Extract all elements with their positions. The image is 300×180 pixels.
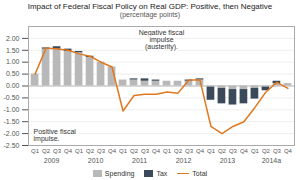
svg-text:-1.00: -1.00 — [4, 106, 20, 113]
svg-text:Q1: Q1 — [119, 147, 128, 153]
svg-text:Negative fiscalimpulse(austeri: Negative fiscalimpulse(austerity). — [139, 29, 185, 51]
svg-text:Q3: Q3 — [53, 147, 62, 153]
html-text:(percentage points): (percentage points) — [119, 11, 181, 19]
svg-text:-1.50: -1.50 — [4, 118, 20, 125]
html-text:Total: Total — [192, 169, 208, 177]
svg-text:2014a: 2014a — [262, 156, 282, 163]
svg-text:2010: 2010 — [88, 156, 104, 163]
svg-text:-2.00: -2.00 — [4, 129, 20, 136]
svg-text:Q3: Q3 — [97, 147, 106, 153]
svg-text:Q2: Q2 — [130, 147, 139, 153]
svg-text:Q4: Q4 — [284, 147, 293, 153]
svg-text:-2.50: -2.50 — [4, 141, 20, 148]
svg-text:2013: 2013 — [220, 156, 236, 163]
svg-text:1.50: 1.50 — [6, 46, 20, 53]
svg-text:Q4: Q4 — [108, 147, 117, 153]
svg-text:Q2: Q2 — [42, 147, 51, 153]
svg-text:Q2: Q2 — [218, 147, 227, 153]
html-text:Tax: Tax — [156, 169, 168, 177]
svg-text:Q1: Q1 — [31, 147, 40, 153]
svg-text:Q4: Q4 — [240, 147, 249, 153]
svg-text:Positive fiscalimpulse.: Positive fiscalimpulse. — [34, 127, 77, 142]
svg-text:Q3: Q3 — [141, 147, 150, 153]
html-text:Spending: Spending — [104, 169, 135, 177]
html-text:Impact of Federal Fiscal Polic: Impact of Federal Fiscal Policy on Real … — [27, 2, 273, 11]
svg-text:Q3: Q3 — [273, 147, 282, 153]
svg-text:-0.50: -0.50 — [4, 94, 20, 101]
svg-text:Q4: Q4 — [152, 147, 161, 153]
svg-text:Q1: Q1 — [75, 147, 84, 153]
svg-text:Q1: Q1 — [251, 147, 260, 153]
svg-text:Q3: Q3 — [185, 147, 194, 153]
svg-text:Q4: Q4 — [196, 147, 205, 153]
svg-text:Q2: Q2 — [262, 147, 271, 153]
svg-text:Q1: Q1 — [207, 147, 216, 153]
svg-text:2011: 2011 — [132, 156, 147, 163]
svg-text:0.00: 0.00 — [6, 82, 20, 89]
svg-text:Q2: Q2 — [86, 147, 95, 153]
svg-text:0.50: 0.50 — [6, 70, 20, 77]
svg-text:2.00: 2.00 — [6, 34, 20, 41]
svg-text:Q2: Q2 — [174, 147, 183, 153]
svg-text:1.00: 1.00 — [6, 58, 20, 65]
svg-text:Q1: Q1 — [163, 147, 172, 153]
svg-text:2012: 2012 — [176, 156, 192, 163]
svg-text:Q3: Q3 — [229, 147, 238, 153]
svg-text:2009: 2009 — [44, 156, 60, 163]
svg-text:Q4: Q4 — [64, 147, 73, 153]
